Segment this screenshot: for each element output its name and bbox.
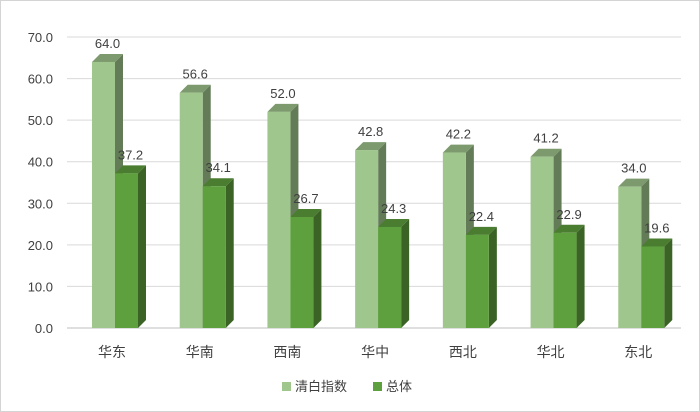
data-label: 22.4 (469, 209, 494, 224)
x-category-label: 西北 (449, 344, 477, 360)
bar-series-2 (465, 226, 497, 328)
y-tick-label: 70.0 (28, 30, 53, 45)
data-label: 41.2 (533, 131, 558, 146)
y-tick-label: 40.0 (28, 155, 53, 170)
data-labels: 64.0 37.2 56.6 34.1 52.0 26.7 42.8 24.3 42.2 22.4… (95, 36, 670, 236)
legend-label: 总体 (386, 379, 412, 394)
x-category-label: 东北 (624, 344, 652, 360)
data-label: 56.6 (183, 67, 208, 82)
y-tick-label: 0.0 (35, 321, 53, 336)
data-label: 34.0 (621, 161, 646, 176)
x-category-label: 华中 (361, 344, 389, 360)
data-label: 52.0 (270, 86, 295, 101)
y-axis-ticks: 0.0 10.0 20.0 30.0 40.0 50.0 60.0 70.0 (28, 30, 53, 336)
bar-series-1 (92, 53, 123, 328)
bar-series-2 (202, 178, 234, 328)
bar-series-2 (378, 218, 410, 328)
x-category-label: 华北 (537, 344, 565, 360)
data-label: 26.7 (293, 191, 318, 206)
data-label: 24.3 (381, 201, 406, 216)
y-tick-label: 10.0 (28, 279, 53, 294)
x-axis-categories: 华东 华南 西南 华中 西北 华北 东北 (98, 344, 652, 360)
legend-swatch (282, 382, 291, 391)
bar-series-2 (553, 224, 585, 328)
data-label: 42.8 (358, 124, 383, 139)
data-label: 19.6 (644, 221, 669, 236)
data-label: 42.2 (446, 127, 471, 142)
y-tick-label: 30.0 (28, 196, 53, 211)
y-tick-label: 60.0 (28, 72, 53, 87)
data-label: 37.2 (118, 147, 143, 162)
bar-series-2 (290, 209, 322, 328)
data-label: 22.9 (556, 207, 581, 222)
x-category-label: 西南 (273, 344, 301, 360)
bars (92, 53, 673, 328)
bar-series-2 (641, 238, 673, 328)
data-label: 64.0 (95, 36, 120, 51)
bar-series-2 (115, 165, 146, 328)
legend-swatch (373, 382, 382, 391)
data-label: 34.1 (206, 160, 231, 175)
x-category-label: 华南 (186, 344, 214, 360)
y-tick-label: 50.0 (28, 113, 53, 128)
y-tick-label: 20.0 (28, 238, 53, 253)
legend: 清白指数 总体 (282, 379, 412, 394)
legend-item: 总体 (373, 379, 412, 394)
legend-item: 清白指数 (282, 379, 347, 394)
x-category-label: 华东 (98, 344, 126, 360)
legend-label: 清白指数 (295, 379, 347, 394)
